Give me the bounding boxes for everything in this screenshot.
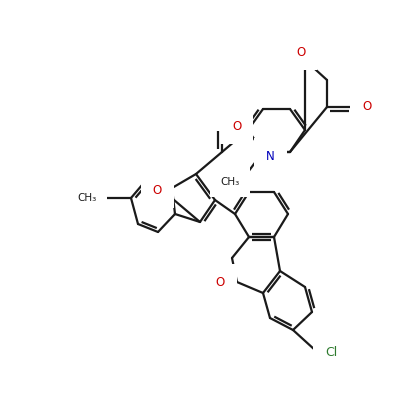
Text: O: O — [153, 184, 162, 196]
Text: Cl: Cl — [325, 346, 337, 360]
Text: O: O — [232, 119, 241, 133]
Text: CH₃: CH₃ — [78, 193, 97, 203]
Text: CH₃: CH₃ — [221, 177, 240, 187]
Text: N: N — [266, 150, 275, 162]
Text: O: O — [216, 276, 225, 288]
Text: O: O — [296, 45, 306, 58]
Text: O: O — [362, 101, 371, 114]
